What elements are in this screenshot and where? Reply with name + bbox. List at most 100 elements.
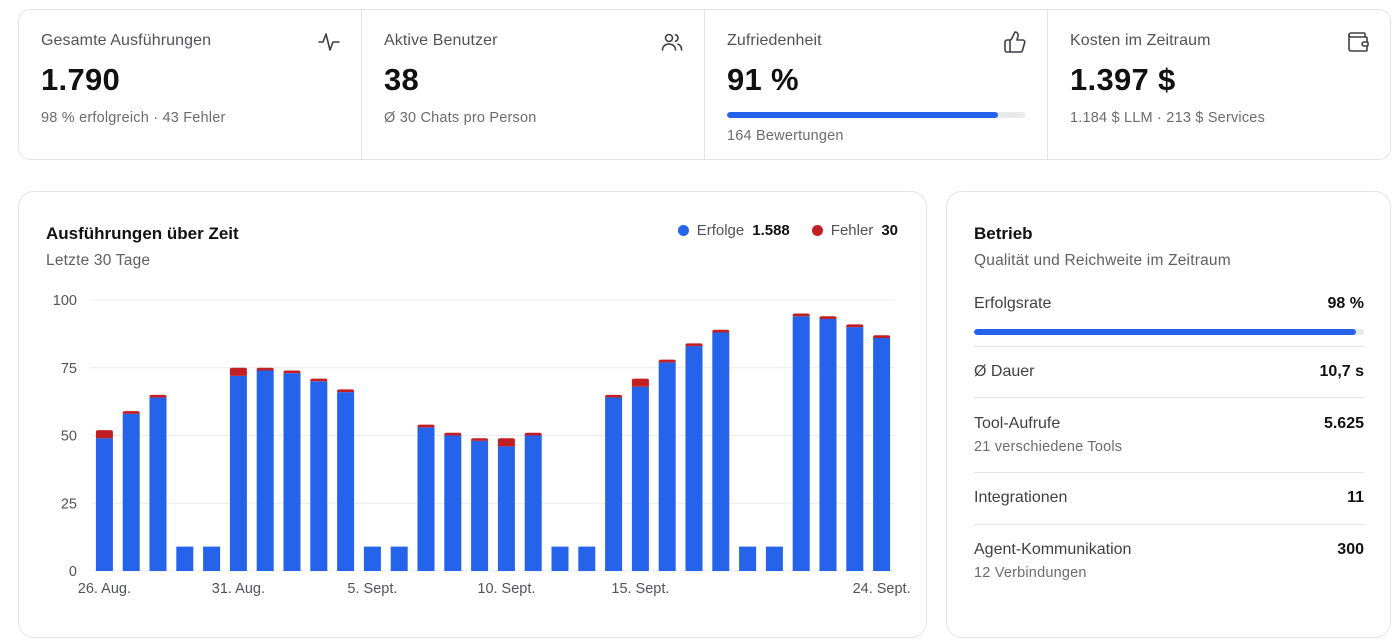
ops-value: 300: [1337, 541, 1364, 558]
ops-value: 11: [1347, 489, 1364, 506]
ops-label: Ø Dauer: [974, 363, 1035, 380]
ops-title: Betrieb: [974, 224, 1033, 243]
chart-title: Ausführungen über Zeit: [46, 224, 239, 243]
x-tick-label: 5. Sept.: [347, 581, 397, 597]
bar-success: [203, 546, 221, 571]
bar-success: [229, 375, 247, 571]
bar-success: [95, 438, 113, 571]
x-tick-label: 24. Sept.: [853, 581, 911, 597]
bar-success: [551, 546, 569, 571]
bar-success: [739, 546, 757, 571]
kpi-costs: Kosten im Zeitraum 1.397 $ 1.184 $ LLM ·…: [1048, 10, 1390, 159]
legend-label: Fehler: [830, 222, 874, 239]
bar-success: [337, 392, 355, 571]
bar-success: [524, 435, 542, 571]
ops-label: Tool-Aufrufe: [974, 415, 1061, 432]
y-tick-label: 0: [69, 564, 77, 580]
bar-error: [819, 316, 837, 319]
bar-success: [658, 362, 676, 571]
kpi-label: Kosten im Zeitraum: [1070, 32, 1211, 49]
bar-error: [337, 389, 355, 393]
legend-value: 30: [881, 222, 898, 239]
thumbs-up-icon: [1003, 30, 1027, 54]
kpi-summary-row: Gesamte Ausführungen 1.790 98 % erfolgre…: [18, 9, 1391, 160]
bar-success: [444, 435, 462, 571]
y-tick-label: 25: [61, 496, 77, 512]
kpi-value: 1.790: [41, 62, 121, 97]
bar-success: [631, 386, 649, 571]
activity-icon: [317, 30, 341, 54]
chart-subtitle: Letzte 30 Tage: [46, 252, 151, 269]
bar-error: [444, 432, 462, 436]
success-rate-progress-fill: [974, 329, 1357, 335]
bar-error: [497, 438, 515, 447]
satisfaction-progress-bar: [727, 112, 1025, 118]
ops-row-agent-communication: Agent-Kommunikation 300 12 Verbindungen: [974, 541, 1364, 593]
y-tick-label: 75: [61, 361, 77, 377]
legend-item-success: Erfolge 1.588: [677, 222, 790, 239]
bar-error: [685, 343, 703, 347]
bar-success: [310, 381, 328, 571]
legend-dot-errors: [811, 225, 823, 236]
kpi-label: Gesamte Ausführungen: [41, 32, 212, 49]
bar-success: [497, 446, 515, 571]
bar-error: [417, 424, 435, 428]
executions-chart-card: Ausführungen über Zeit Letzte 30 Tage Er…: [18, 191, 927, 638]
ops-sub: 21 verschiedene Tools: [974, 439, 1123, 455]
bar-error: [792, 313, 810, 317]
bar-success: [712, 332, 730, 571]
ops-value: 10,7 s: [1319, 363, 1364, 380]
x-tick-label: 26. Aug.: [78, 581, 131, 597]
bar-success: [792, 316, 810, 571]
legend-item-errors: Fehler 30: [811, 222, 898, 239]
x-tick-label: 10. Sept.: [477, 581, 535, 597]
ops-subtitle: Qualität und Reichweite im Zeitraum: [974, 252, 1231, 269]
ops-label: Integrationen: [974, 489, 1068, 506]
ops-row-success-rate: Erfolgsrate 98 %: [974, 295, 1364, 347]
ops-row-avg-duration: Ø Dauer 10,7 s: [974, 363, 1364, 398]
bar-success: [417, 427, 435, 571]
bar-error: [471, 438, 489, 441]
bar-error: [631, 378, 649, 387]
kpi-value: 1.397 $: [1070, 62, 1176, 97]
bar-error: [229, 367, 247, 376]
bar-success: [873, 337, 891, 571]
bar-error: [256, 367, 274, 371]
kpi-label: Zufriedenheit: [727, 32, 822, 49]
kpi-sub: 1.184 $ LLM · 213 $ Services: [1070, 110, 1266, 126]
bar-success: [122, 413, 140, 571]
kpi-value: 38: [384, 62, 420, 97]
legend-dot-success: [677, 225, 689, 236]
y-tick-label: 50: [61, 429, 77, 445]
ops-label: Erfolgsrate: [974, 295, 1052, 312]
kpi-sub: Ø 30 Chats pro Person: [384, 110, 537, 126]
ops-row-integrations: Integrationen 11: [974, 489, 1364, 525]
bar-success: [256, 370, 274, 571]
kpi-active-users: Aktive Benutzer 38 Ø 30 Chats pro Person: [362, 10, 705, 159]
bar-success: [846, 327, 864, 571]
operations-card: Betrieb Qualität und Reichweite im Zeitr…: [946, 191, 1391, 638]
bar-error: [873, 335, 891, 338]
ops-label: Agent-Kommunikation: [974, 541, 1132, 558]
bar-error: [283, 370, 301, 374]
executions-bar-chart: 0 25 50 75 100 26. Aug. 31. Aug. 5. Sept. 10. Se…: [53, 293, 911, 597]
bar-error: [605, 394, 623, 398]
bar-success: [149, 397, 167, 571]
chart-legend: Erfolge 1.588 Fehler 30: [677, 222, 898, 239]
bar-error: [846, 324, 864, 328]
bar-error: [310, 378, 328, 382]
x-tick-label: 15. Sept.: [611, 581, 669, 597]
bar-success: [471, 440, 489, 571]
bar-success: [283, 373, 301, 571]
bar-success: [578, 546, 596, 571]
satisfaction-progress-fill: [727, 112, 999, 118]
legend-value: 1.588: [752, 222, 790, 239]
bar-success: [363, 546, 381, 571]
kpi-sub: 164 Bewertungen: [727, 128, 844, 144]
bar-error: [712, 329, 730, 333]
bar-error: [524, 432, 542, 436]
x-tick-label: 31. Aug.: [212, 581, 265, 597]
ops-value: 5.625: [1323, 415, 1364, 432]
ops-sub: 12 Verbindungen: [974, 565, 1087, 581]
bar-success: [819, 318, 837, 571]
